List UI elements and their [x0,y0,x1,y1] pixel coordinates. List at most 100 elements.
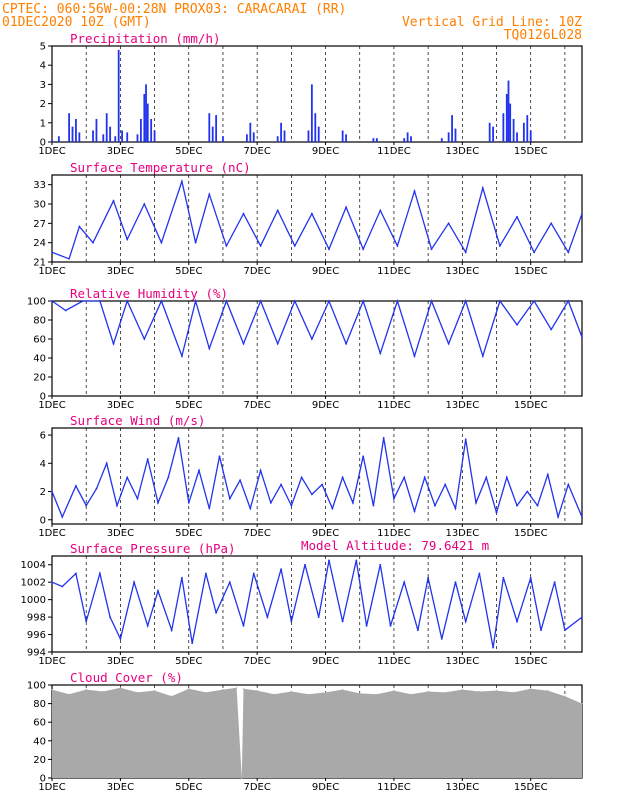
series-point [170,629,173,632]
series-point [181,355,183,357]
series-point [126,300,129,302]
series-point [242,342,245,345]
series-point [434,504,436,507]
series-point [228,581,231,584]
cloud-point [307,693,310,695]
series-point [413,190,416,193]
series-point [533,300,536,302]
header-date: 01DEC2020 10Z (GMT) [2,15,151,30]
precip-bar [454,128,457,142]
panel-title: Cloud Cover (%) [70,670,183,685]
x-tick-label: 5DEC [175,146,202,157]
y-tick-label: 998 [27,613,46,624]
series-point [225,300,228,302]
series-point [413,355,416,357]
series-point [146,624,149,627]
cloud-point [171,695,173,697]
series-point [310,338,313,340]
precip-bar [140,118,142,142]
precip-bar [283,130,286,142]
panel-4: 0 2 4 6 1DEC 3DEC 5DEC 7DEC 9DEC 11DEC 13DEC 15DEC S… [38,413,583,539]
cloud-point [136,691,139,694]
precip-bar [307,130,310,142]
series-point [194,241,197,244]
cloud-point [513,691,515,694]
cloud-point [461,689,463,691]
y-tick-label: 60 [33,335,46,346]
series-point [133,581,135,584]
series-point [492,646,494,649]
panel-title: Relative Humidity (%) [70,286,228,301]
series-point [581,616,583,618]
series-point [464,620,467,623]
precip-bar [526,115,529,142]
series-point [403,581,406,584]
precip-bar [410,136,412,142]
cloud-point [102,690,104,693]
precip-bar [447,132,450,142]
series-point [536,504,539,507]
x-tick-label: 1DEC [38,266,65,277]
series-point [540,629,542,632]
x-tick-label: 15DEC [514,656,548,667]
series-point [85,504,88,507]
series-point [516,504,518,507]
series-point [362,455,365,458]
series-point [567,300,570,302]
series-point [157,501,159,504]
series-point [328,300,330,302]
series-point [393,497,395,500]
series-point [310,212,313,215]
series-point [485,476,488,479]
precip-bar [126,132,129,142]
series-point [293,244,296,247]
series-point [85,620,88,623]
series-point [321,483,324,486]
x-tick-label: 9DEC [312,400,339,411]
x-tick-label: 15DEC [514,528,548,539]
y-tick-label: 0 [40,392,46,403]
x-tick-label: 7DEC [243,266,270,277]
series-point [300,476,303,479]
series-point [143,203,146,205]
precip-bar [249,122,252,142]
panel-6: 0 20 40 60 80 100 1DEC 3DEC 5DEC 7DEC 9DEC 11DEC 13D… [27,670,583,793]
precip-bar [102,134,105,142]
y-tick-label: 30 [33,200,46,211]
y-tick-label: 100 [27,681,46,692]
precip-bar [121,130,123,142]
y-tick-label: 100 [27,297,46,308]
series-point [51,300,53,302]
series-point [454,507,457,510]
precip-bar [375,138,378,142]
x-tick-label: 3DEC [107,528,134,539]
series-point [553,581,556,584]
series-point [304,563,306,566]
series-point [252,572,255,575]
precip-bar [92,130,94,142]
series-point [146,458,149,460]
series-point [259,244,262,247]
series-point [379,352,382,355]
series-point [293,300,296,302]
panel-title: Surface Wind (m/s) [70,413,205,428]
series-point [516,620,518,623]
series-point [567,483,570,486]
series-point [51,251,53,254]
series-point [328,559,330,562]
series-point [61,585,64,588]
y-tick-label: 5 [40,42,46,53]
series-point [396,300,399,302]
precip-bar [314,113,317,142]
precip-bar [105,113,108,142]
precip-bar [403,138,406,142]
series-point [242,624,245,627]
precip-bar [71,126,74,142]
cloud-point [547,689,549,692]
series-point [581,212,583,215]
precip-bar [51,140,53,142]
precip-bar [57,136,60,142]
x-tick-label: 11DEC [377,528,411,539]
cloud-point [273,693,275,695]
series-point [81,300,84,302]
